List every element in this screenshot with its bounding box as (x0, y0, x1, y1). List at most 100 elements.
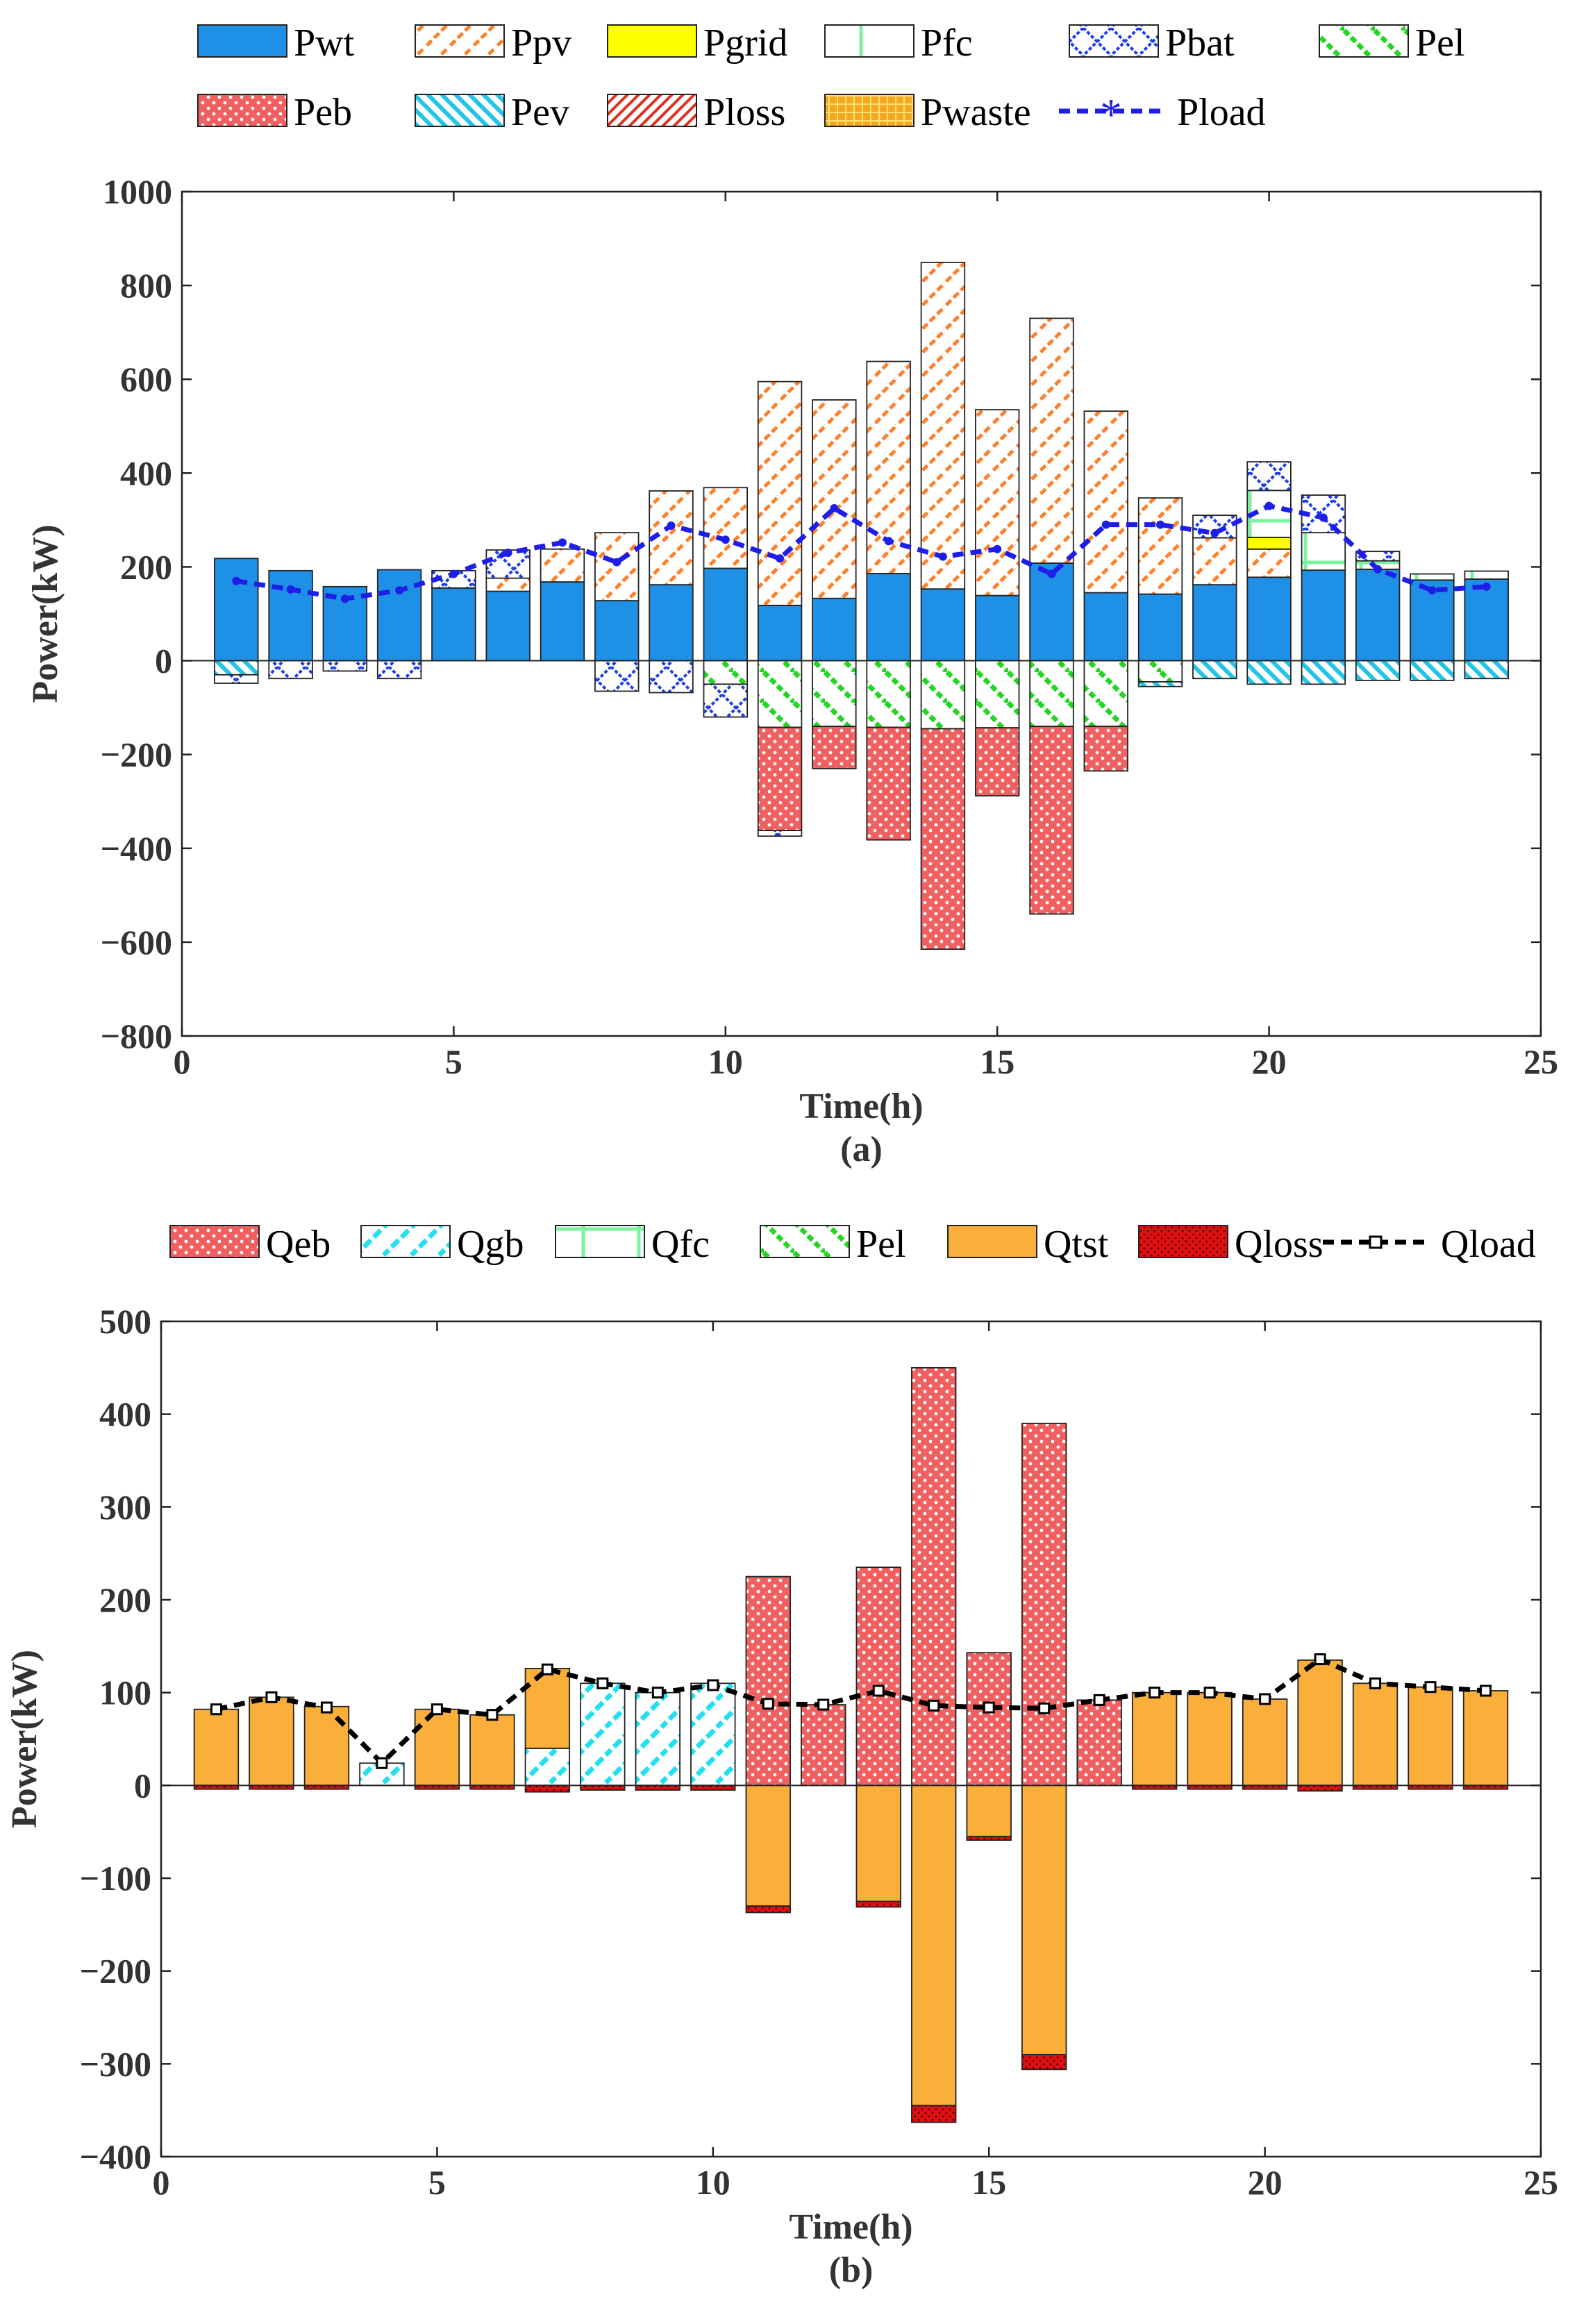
legend-marker-pload: * (1100, 90, 1122, 139)
y-tick-label: −300 (80, 2044, 152, 2083)
bar-peb-12 (812, 726, 857, 769)
y-tick-label: 200 (120, 547, 172, 586)
bar-pbat-1 (214, 674, 259, 684)
bar-qloss-11 (745, 1905, 791, 1914)
marker-pload-6 (503, 549, 512, 558)
legend-marker-qload (1369, 1235, 1383, 1249)
bar-pwt-13 (866, 573, 911, 662)
bar-qloss-9 (635, 1784, 681, 1791)
y-tick-label: −400 (101, 829, 173, 868)
marker-qload-1 (210, 1703, 222, 1716)
bar-pwt-5 (431, 587, 476, 662)
legend-label-pbat: Pbat (1165, 22, 1235, 65)
marker-qload-6 (486, 1709, 499, 1721)
bar-qeb-12 (801, 1704, 846, 1787)
legend-swatch-pbat (1069, 24, 1159, 58)
marker-pload-19 (1210, 528, 1219, 537)
y-tick-label: −400 (80, 2137, 152, 2176)
marker-pload-15 (993, 544, 1002, 553)
bar-qtst-22 (1352, 1682, 1398, 1787)
marker-qload-13 (872, 1685, 885, 1697)
bar-qloss-10 (690, 1784, 736, 1791)
bar-qgb-8 (580, 1682, 626, 1787)
bar-pbat-8 (594, 660, 640, 692)
x-tick-label: 25 (1523, 1042, 1558, 1081)
bar-pfc-21 (1301, 532, 1346, 571)
bar-qloss-21 (1297, 1784, 1343, 1792)
legend-swatch-peb (197, 94, 287, 127)
bar-pev-19 (1192, 660, 1237, 680)
x-tick-label: 0 (153, 2163, 170, 2202)
legend-label-qeb: Qeb (266, 1223, 331, 1266)
bar-pwt-12 (812, 597, 857, 662)
bar-pel-15 (974, 660, 1020, 729)
legend-label-qloss: Qloss (1235, 1223, 1323, 1266)
legend-swatch-pel (1319, 24, 1409, 58)
bar-qeb-11 (745, 1575, 791, 1787)
legend-label-pwt: Pwt (294, 22, 355, 65)
marker-pload-21 (1319, 513, 1328, 522)
legend-swatch-qgb (360, 1225, 451, 1258)
bar-qtst-13 (855, 1784, 901, 1903)
legend-swatch-pfc (824, 24, 915, 58)
bar-pwt-21 (1301, 569, 1346, 662)
bar-qtst-15 (966, 1784, 1012, 1837)
bar-qtst-14 (911, 1784, 957, 2107)
marker-pload-20 (1264, 501, 1273, 510)
marker-pload-23 (1428, 586, 1437, 595)
y-tick-label: −200 (80, 1952, 152, 1991)
bar-ppv-17 (1083, 410, 1128, 594)
bar-pgrid-20 (1246, 536, 1292, 550)
bar-qloss-13 (855, 1900, 901, 1908)
bar-pel-14 (920, 660, 966, 730)
marker-qload-15 (983, 1701, 995, 1714)
bar-pwt-15 (974, 594, 1020, 662)
bar-pbat-11 (757, 830, 803, 837)
marker-qload-16 (1038, 1702, 1051, 1714)
marker-qload-7 (541, 1663, 553, 1675)
bar-qeb-17 (1076, 1699, 1122, 1787)
bar-qgb-10 (690, 1682, 736, 1787)
legend-label-qgb: Qgb (457, 1223, 524, 1266)
legend-label-pfc: Pfc (921, 22, 973, 65)
y-tick-label: −200 (101, 735, 173, 774)
marker-pload-17 (1101, 520, 1110, 529)
legend-swatch-qfc (555, 1225, 645, 1258)
legend-swatch-pel (760, 1225, 850, 1258)
bar-ppv-16 (1029, 317, 1074, 564)
bar-peb-13 (866, 726, 911, 841)
legend-label-ppv: Ppv (511, 22, 571, 65)
bar-pev-1 (214, 660, 259, 676)
series-line-pload (235, 503, 1487, 601)
bar-peb-14 (920, 728, 966, 950)
bar-qtst-11 (745, 1784, 791, 1907)
x-tick-label: 15 (980, 1042, 1014, 1081)
y-tick-label: 0 (134, 1766, 151, 1805)
marker-pload-8 (612, 558, 621, 567)
legend-label-qload: Qload (1441, 1223, 1536, 1266)
bar-pwt-16 (1029, 562, 1074, 662)
y-axis-label: Power(kW) (5, 1650, 44, 1828)
bar-qtst-24 (1462, 1690, 1509, 1787)
bar-pev-18 (1137, 681, 1183, 687)
marker-pload-5 (449, 569, 458, 578)
y-tick-label: 500 (99, 1302, 151, 1341)
bar-ppv-15 (974, 409, 1020, 596)
bar-qeb-16 (1021, 1423, 1067, 1787)
marker-qload-22 (1369, 1677, 1382, 1689)
legend-label-ploss: Ploss (703, 91, 785, 134)
bar-pev-23 (1410, 660, 1455, 681)
bar-pbat-22 (1355, 551, 1401, 562)
legend-label-pload: Pload (1177, 91, 1266, 134)
x-tick-label: 20 (1252, 1042, 1287, 1081)
bar-qtst-2 (249, 1696, 294, 1787)
y-tick-label: 0 (155, 642, 172, 680)
marker-qload-19 (1203, 1687, 1216, 1699)
bar-qgb-7 (524, 1747, 571, 1787)
bar-ppv-19 (1192, 537, 1237, 586)
y-tick-label: −800 (101, 1017, 173, 1055)
series-line-qload (215, 1656, 1486, 1767)
x-tick-label: 20 (1248, 2163, 1283, 2202)
y-axis-label: Power(kW) (26, 524, 65, 703)
x-tick-label: 5 (445, 1042, 462, 1081)
